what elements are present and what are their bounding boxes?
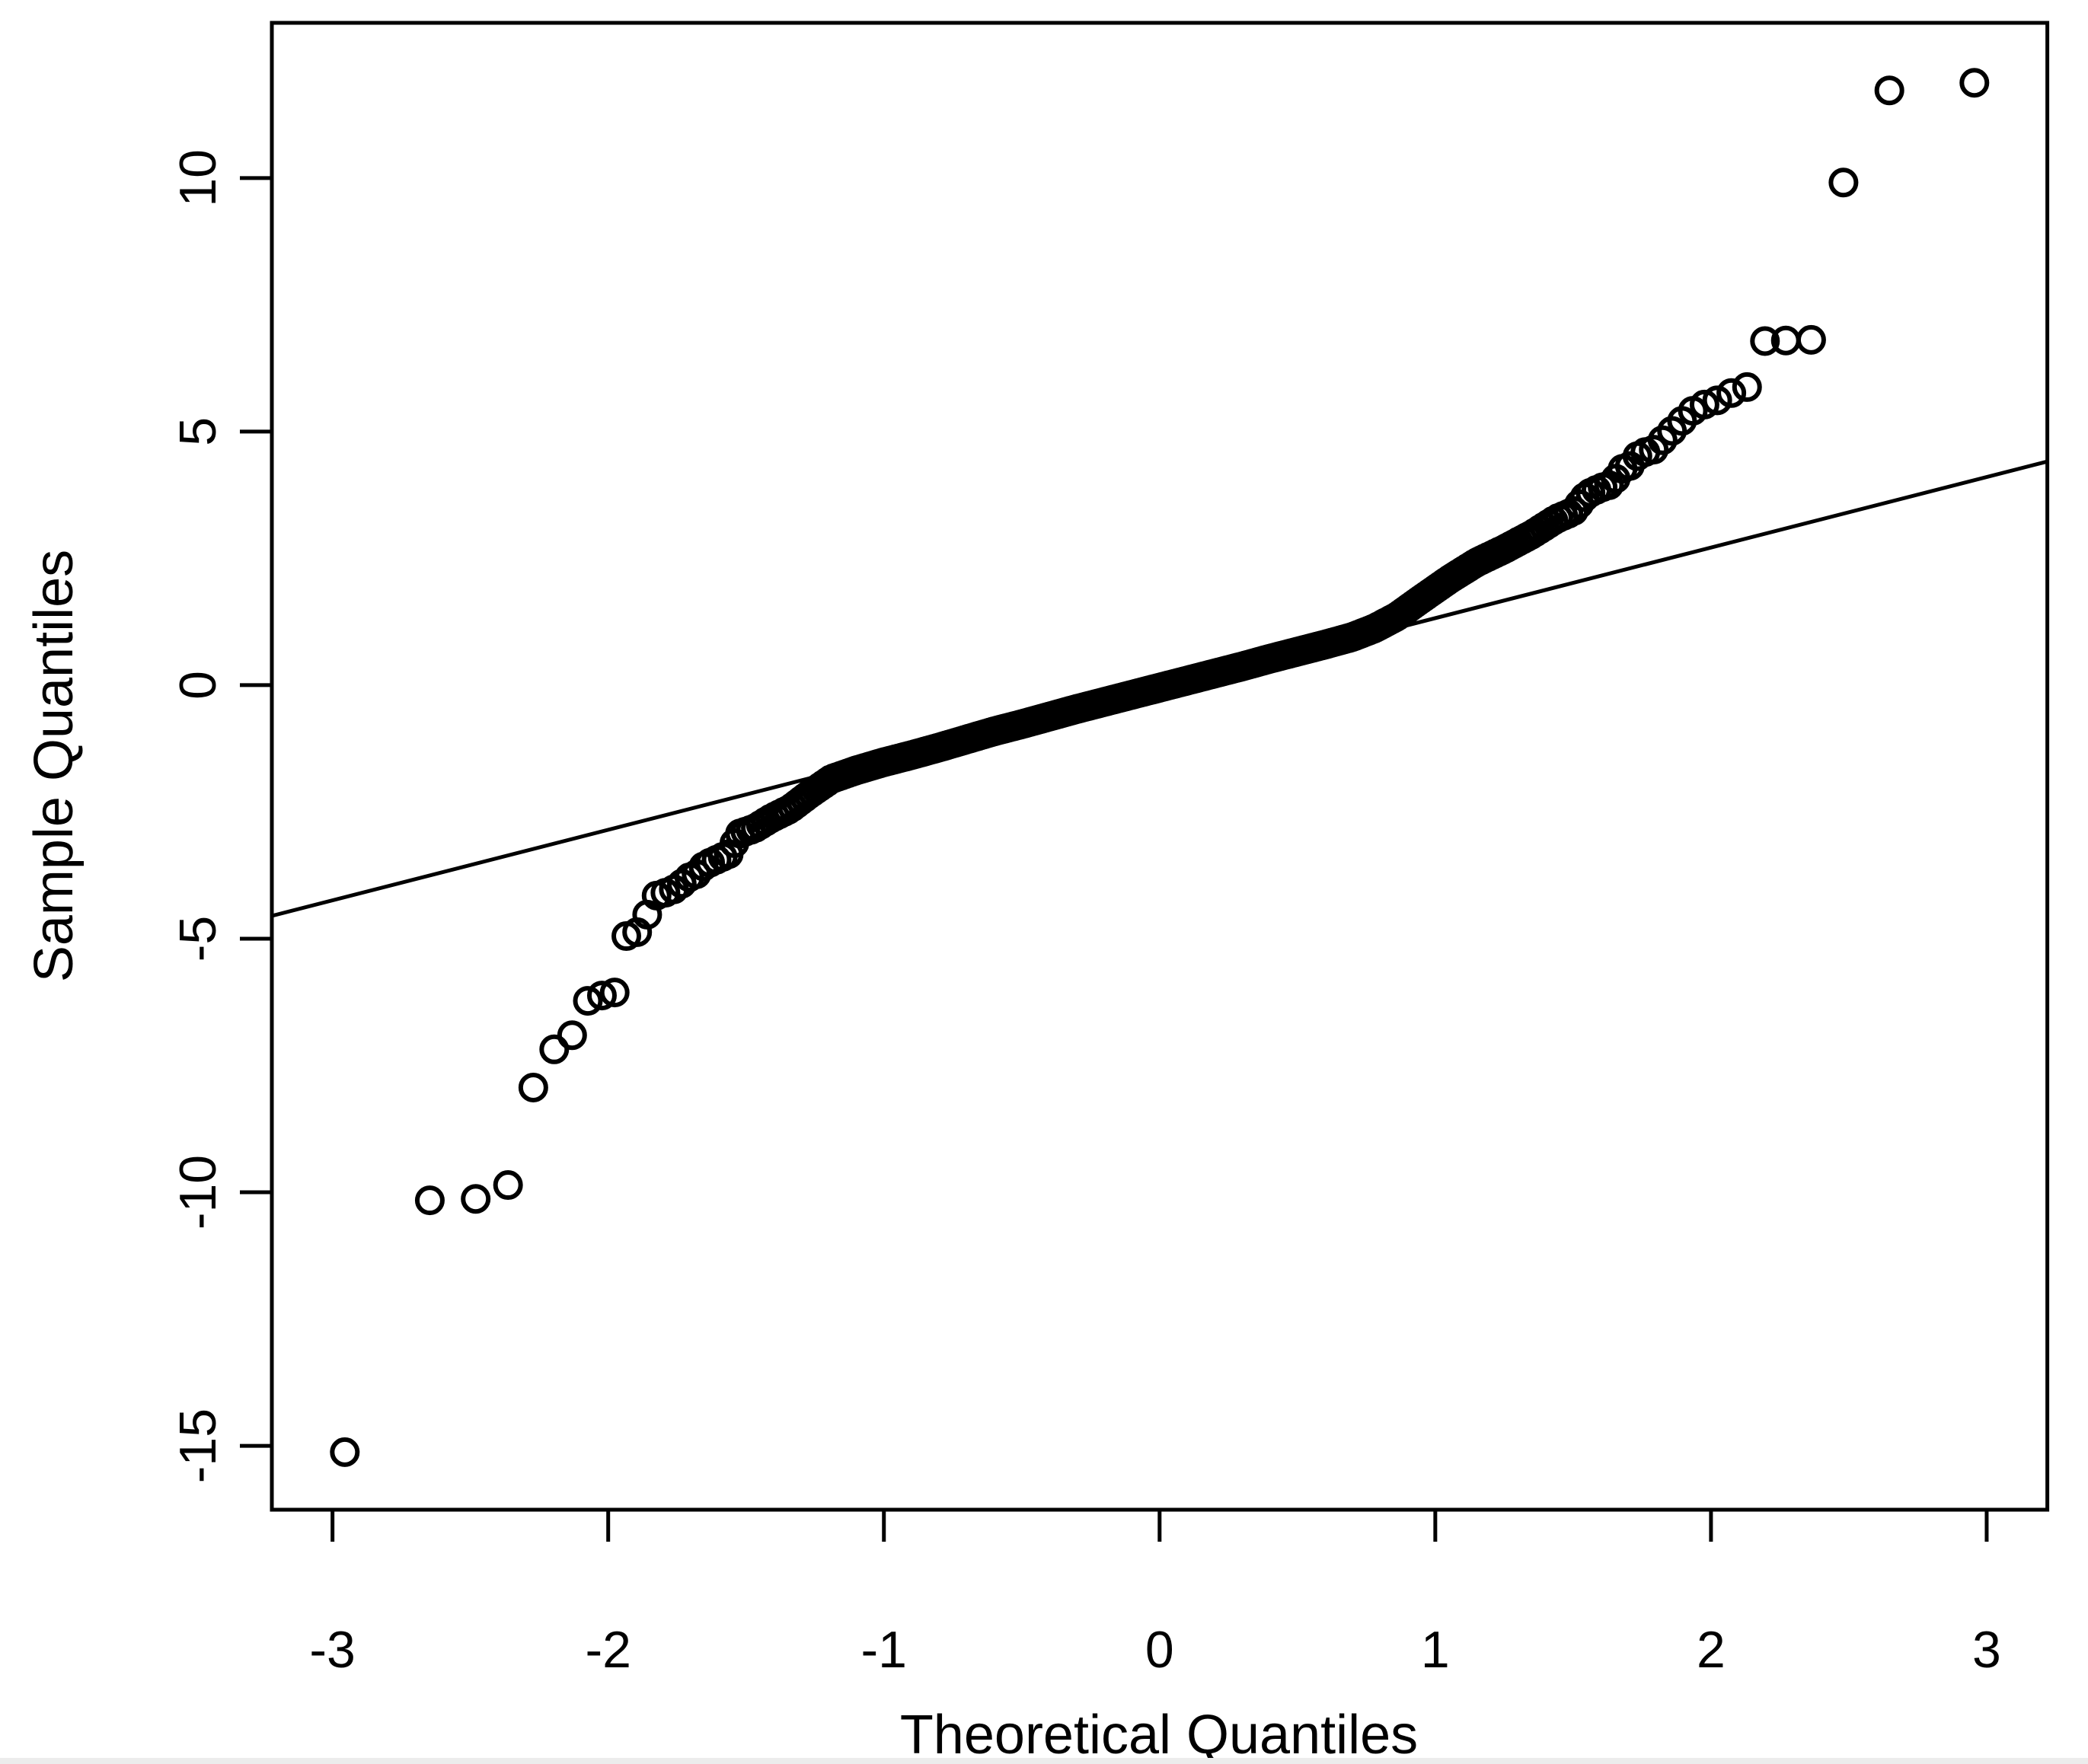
data-point (666, 869, 697, 899)
y-tick-label: -5 (169, 916, 227, 962)
data-point (461, 1184, 491, 1214)
data-point (1796, 324, 1826, 355)
x-tick-label: -1 (861, 1621, 907, 1679)
x-tick-label: 0 (1145, 1621, 1174, 1679)
y-tick-label: 0 (169, 671, 227, 700)
y-tick-label: -15 (169, 1408, 227, 1483)
x-tick-label: 3 (1972, 1621, 2001, 1679)
y-tick-label: 5 (169, 417, 227, 446)
x-tick-label: 1 (1421, 1621, 1450, 1679)
window-edge-strip (0, 1758, 2088, 1764)
data-point (414, 1185, 445, 1216)
data-point (330, 1437, 360, 1467)
data-point (1639, 435, 1669, 465)
data-point (493, 1170, 523, 1201)
x-tick-label: -3 (309, 1621, 355, 1679)
data-point (539, 1034, 570, 1064)
data-point (518, 1072, 548, 1102)
data-point (599, 978, 630, 1008)
y-axis-title: Sample Quantiles (24, 550, 85, 982)
data-point (1750, 326, 1780, 356)
x-axis-title: Theoretical Quantiles (900, 1705, 1418, 1764)
x-tick-label: 2 (1697, 1621, 1726, 1679)
data-point (586, 981, 617, 1011)
data-point (557, 1020, 587, 1051)
data-point (573, 986, 603, 1016)
data-point (1959, 68, 1990, 98)
data-point (1702, 385, 1732, 416)
data-point (1689, 389, 1719, 419)
data-point (1716, 378, 1747, 408)
data-point (1732, 372, 1762, 402)
plot-box (270, 21, 2050, 1512)
data-point (1874, 75, 1904, 106)
y-tick-label: 10 (169, 149, 227, 207)
data-point (1647, 425, 1678, 455)
y-tick-label: -10 (169, 1155, 227, 1230)
data-point (1828, 167, 1859, 198)
x-tick-label: -2 (585, 1621, 631, 1679)
